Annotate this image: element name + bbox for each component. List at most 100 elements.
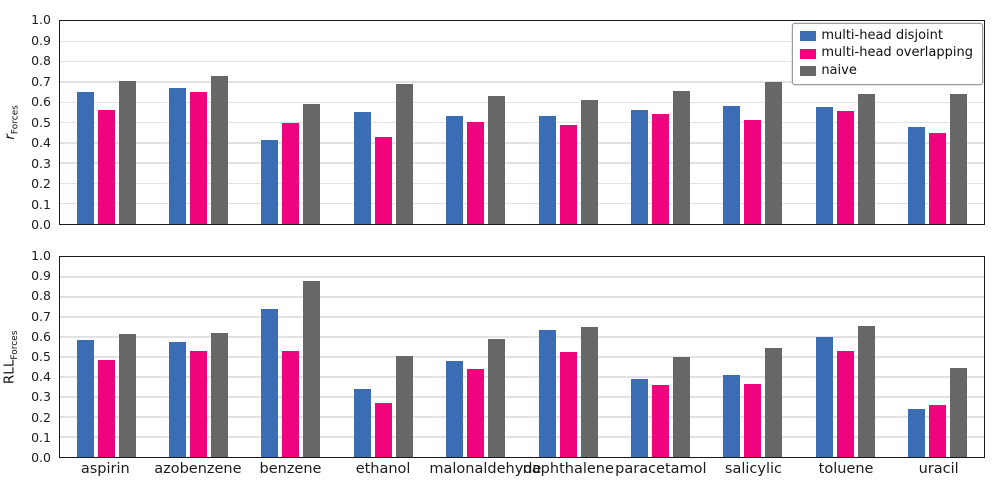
y-axis-label-rll-forces: RLLForces [2,330,21,383]
bar-benzene-multi-head-disjoint [261,309,279,457]
bar-benzene-multi-head-disjoint [261,139,279,224]
bar-malonaldehyde-naive [488,96,506,224]
bar-group-uracil [892,21,984,224]
x-label-malonaldehyde: malonaldehyde [429,461,542,477]
x-axis-labels: aspirin azobenzene benzene ethanol malonalde… [59,461,985,477]
bar-paracetamol-naive [673,357,691,457]
gridline [60,40,984,42]
bar-paracetamol-multi-head-overlapping [652,114,670,224]
bar-group-aspirin [60,257,152,457]
y-tick-label: 0.6 [31,328,51,344]
bar-toluene-naive [857,326,875,457]
bar-uracil-multi-head-overlapping [929,132,947,224]
y-tick-label: 0.9 [31,267,51,283]
bar-group-malonaldehyde [430,257,522,457]
y-tick-label: 0.2 [31,409,51,425]
bar-group-ethanol [337,257,429,457]
gridline [60,396,984,398]
bar-paracetamol-multi-head-disjoint [631,379,649,457]
x-label-paracetamol: paracetamol [615,461,707,477]
bar-group-paracetamol [614,257,706,457]
y-tick-label: 0.2 [31,175,51,191]
bar-aspirin-naive [118,334,136,457]
bar-salicylic-multi-head-overlapping [744,384,762,457]
bar-group-malonaldehyde [430,21,522,224]
legend-item: multi-head disjoint [800,28,973,44]
gridline [60,276,984,278]
gridline [60,142,984,144]
y-tick-labels-top: 0.0 0.1 0.2 0.3 0.4 0.5 0.6 0.7 0.8 0.9 1.0 [20,13,55,230]
bar-benzene-multi-head-overlapping [282,351,300,457]
bar-aspirin-multi-head-overlapping [97,360,115,457]
bar-malonaldehyde-multi-head-disjoint [446,361,464,457]
y-tick-label: 1.0 [31,11,51,27]
bar-group-uracil [892,257,984,457]
gridline [60,203,984,205]
bar-toluene-multi-head-overlapping [836,111,854,224]
gridline [60,376,984,378]
gridline [60,81,984,83]
bar-aspirin-multi-head-overlapping [97,110,115,224]
legend-label: naive [821,62,857,78]
bar-salicylic-naive [765,81,783,224]
bar-naphthalene-multi-head-disjoint [538,330,556,457]
bar-group-toluene [799,21,891,224]
y-tick-label: 0.4 [31,134,51,150]
bar-ethanol-multi-head-overlapping [374,403,392,457]
bar-group-paracetamol [614,21,706,224]
y-tick-label: 0.8 [31,52,51,68]
y-tick-label: 0.8 [31,288,51,304]
bar-uracil-naive [950,368,968,457]
y-tick-label: 0.3 [31,389,51,405]
bar-malonaldehyde-multi-head-overlapping [467,121,485,224]
y-axis-label-subscript: Forces [10,105,21,135]
bar-azobenzene-multi-head-overlapping [190,92,208,224]
x-label-naphthalene: naphthalene [522,461,614,477]
bar-malonaldehyde-multi-head-disjoint [446,116,464,224]
gridline [60,182,984,185]
gridline [60,356,984,358]
x-label-ethanol: ethanol [355,461,411,477]
bar-malonaldehyde-naive [488,339,506,457]
bar-benzene-multi-head-overlapping [282,122,300,224]
bar-aspirin-multi-head-disjoint [76,92,94,224]
bar-naphthalene-naive [580,327,598,457]
y-tick-labels-bottom: 0.0 0.1 0.2 0.3 0.4 0.5 0.6 0.7 0.8 0.9 1.0 [20,249,55,463]
bar-ethanol-multi-head-disjoint [353,389,371,457]
y-axis-label-main: RLL [1,359,18,384]
x-label-salicylic: salicylic [724,461,782,477]
legend-swatch-icon [800,66,817,77]
y-tick-label: 0.0 [31,449,51,465]
bar-azobenzene-multi-head-disjoint [169,88,187,224]
plot-area-bottom [59,256,985,458]
bar-toluene-multi-head-disjoint [815,337,833,457]
bar-naphthalene-multi-head-overlapping [559,352,577,457]
bar-ethanol-multi-head-disjoint [353,112,371,224]
bar-salicylic-multi-head-overlapping [744,120,762,224]
bar-paracetamol-multi-head-disjoint [631,110,649,224]
y-tick-label: 0.4 [31,368,51,384]
bar-uracil-multi-head-overlapping [929,405,947,457]
legend-item: naive [800,62,973,79]
bar-toluene-naive [857,94,875,224]
bar-salicylic-multi-head-disjoint [723,106,741,224]
gridline [60,436,984,438]
gridline [60,121,984,124]
bar-group-benzene [245,21,337,224]
legend-item: multi-head overlapping [800,45,973,61]
bar-group-benzene [245,257,337,457]
bar-salicylic-multi-head-disjoint [723,375,741,457]
y-tick-label: 0.5 [31,348,51,364]
y-axis-label-subscript: Forces [10,330,21,360]
bar-benzene-naive [303,104,321,224]
y-tick-label: 0.1 [31,429,51,445]
bar-azobenzene-naive [211,333,229,457]
gridline [60,101,984,103]
gridline [60,416,984,418]
y-tick-label: 0.1 [31,196,51,212]
legend-label: multi-head overlapping [821,45,973,61]
bar-naphthalene-multi-head-overlapping [559,124,577,224]
x-label-aspirin: aspirin [80,461,130,477]
y-tick-label: 0.3 [31,155,51,171]
